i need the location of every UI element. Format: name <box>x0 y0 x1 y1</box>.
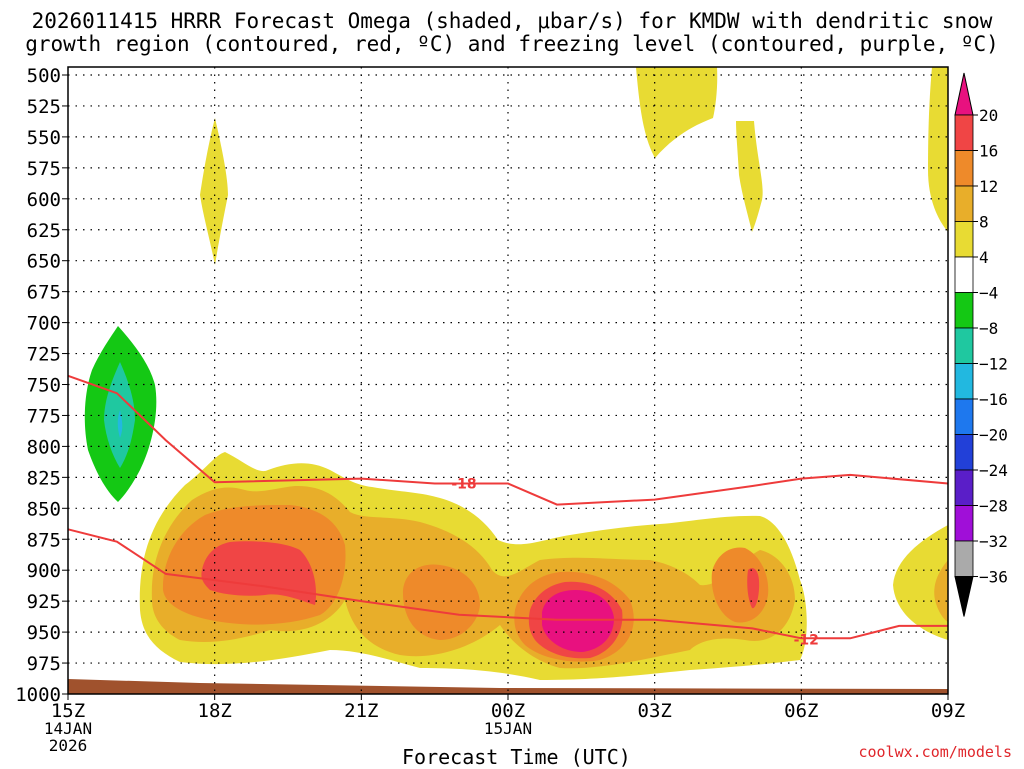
y-tick-label: 800 <box>27 436 61 458</box>
colorbar-swatch <box>954 114 974 151</box>
omega-region-neg-16 <box>117 410 123 438</box>
colorbar-swatch <box>954 505 974 542</box>
omega-region-16-20 <box>201 541 760 659</box>
colorbar-swatch <box>954 398 974 435</box>
y-tick-label: 975 <box>27 653 61 675</box>
colorbar-label: −16 <box>979 390 1008 409</box>
omega-region-upper-09z <box>928 67 948 232</box>
site-credit[interactable]: coolwx.com/models <box>858 743 1012 761</box>
colorbar-label: −32 <box>979 532 1008 551</box>
y-tick-label: 950 <box>27 622 61 644</box>
x-tick-label: 00Z <box>491 700 525 722</box>
colorbar-swatch <box>954 292 974 329</box>
colorbar-label: 8 <box>979 213 989 232</box>
colorbar-label: 16 <box>979 142 998 161</box>
dgz-isotherms <box>67 374 949 640</box>
colorbar-swatch <box>954 540 974 577</box>
y-tick-label: 775 <box>27 405 61 427</box>
colorbar-swatch <box>954 150 974 187</box>
omega-region-upper-18z <box>200 118 228 265</box>
omega-region-gt20 <box>542 590 614 652</box>
y-tick-label: 875 <box>27 529 61 551</box>
colorbar-label: −28 <box>979 497 1008 516</box>
chart-title-line2: growth region (contoured, red, ºC) and f… <box>25 32 999 56</box>
colorbar-swatch <box>954 256 974 293</box>
x-tick-year: 2026 <box>49 736 88 755</box>
colorbar-label: −4 <box>979 284 998 303</box>
omega-region-right-edge-orange <box>934 560 948 622</box>
y-tick-label: 525 <box>27 96 61 118</box>
colorbar-label: −36 <box>979 568 1008 587</box>
x-tick-label: 15Z <box>51 700 85 722</box>
colorbar-swatch <box>954 221 974 258</box>
colorbar-top-arrow <box>954 72 974 116</box>
x-axis-label: Forecast Time (UTC) <box>402 745 631 769</box>
ground-surface <box>68 679 948 694</box>
y-tick-label: 500 <box>27 65 61 87</box>
contour-label: -12 <box>794 632 819 648</box>
omega-region-upper-05z <box>736 121 763 232</box>
y-tick-label: 600 <box>27 189 61 211</box>
omega-region-right-edge <box>893 525 948 640</box>
y-axis-ticks: 500 525 550 575 600 625 650 675 700 725 750 775 800 8… <box>15 65 68 706</box>
colorbar-label: −24 <box>979 461 1008 480</box>
y-tick-label: 575 <box>27 158 61 180</box>
y-tick-label: 650 <box>27 251 61 273</box>
colorbar-label: 12 <box>979 177 998 196</box>
colorbar-bottom-arrow <box>954 576 974 617</box>
x-tick-label: 03Z <box>638 700 672 722</box>
colorbar: 20 16 12 8 4 −4 −8 −12 −16 −20 −24 −28 −32 −36 <box>954 72 1008 617</box>
omega-shading <box>68 67 948 694</box>
contour-label: -18 <box>451 476 476 492</box>
y-tick-label: 850 <box>27 498 61 520</box>
x-tick-label: 06Z <box>784 700 818 722</box>
x-tick-date: 14JAN <box>44 719 92 738</box>
colorbar-label: −12 <box>979 355 1008 374</box>
y-tick-label: 925 <box>27 591 61 613</box>
x-tick-label: 18Z <box>198 700 232 722</box>
y-tick-label: 550 <box>27 127 61 149</box>
colorbar-label: −20 <box>979 426 1008 445</box>
y-tick-label: 625 <box>27 220 61 242</box>
y-tick-label: 700 <box>27 313 61 335</box>
y-tick-label: 675 <box>27 282 61 304</box>
colorbar-swatch <box>954 327 974 364</box>
chart-title-line1: 2026011415 HRRR Forecast Omega (shaded, … <box>31 9 993 33</box>
y-tick-label: 725 <box>27 344 61 366</box>
colorbar-swatch <box>954 469 974 506</box>
colorbar-swatch <box>954 434 974 471</box>
y-tick-label: 900 <box>27 560 61 582</box>
contour-labels: -18 -12 <box>451 476 819 648</box>
y-tick-label: 1000 <box>15 684 61 706</box>
x-tick-date: 15JAN <box>484 719 532 738</box>
colorbar-label: 20 <box>979 106 998 125</box>
colorbar-swatch <box>954 185 974 222</box>
dgz-isotherm-line <box>67 528 948 640</box>
colorbar-label: 4 <box>979 248 989 267</box>
dgz-isotherm-line <box>67 374 949 506</box>
omega-region-upper-03z <box>636 67 718 158</box>
colorbar-label: −8 <box>979 319 998 338</box>
colorbar-swatch <box>954 363 974 400</box>
x-tick-label: 09Z <box>931 700 965 722</box>
y-tick-label: 825 <box>27 467 61 489</box>
y-tick-label: 750 <box>27 375 61 397</box>
x-tick-label: 21Z <box>344 700 378 722</box>
